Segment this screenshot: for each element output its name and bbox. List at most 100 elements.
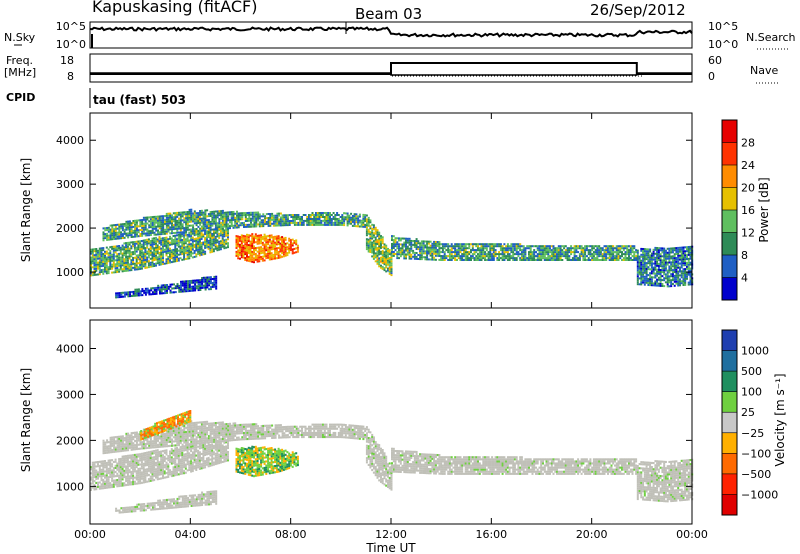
echo-cell	[195, 230, 198, 232]
echo-cell	[181, 290, 184, 293]
echo-cell	[130, 259, 133, 262]
echo-cell	[149, 450, 152, 453]
echo-cell	[146, 451, 149, 454]
echo-cell	[132, 483, 135, 486]
echo-cell	[193, 228, 196, 231]
echo-cell	[626, 245, 629, 248]
echo-cell	[119, 462, 122, 465]
echo-cell	[426, 250, 429, 253]
echo-cell	[484, 247, 487, 250]
echo-cell	[213, 212, 216, 215]
echo-cell	[647, 284, 650, 286]
echo-cell	[260, 252, 263, 255]
echo-cell	[192, 224, 195, 227]
echo-cell	[132, 454, 135, 457]
echo-cell	[153, 472, 156, 475]
echo-cell	[645, 256, 648, 259]
echo-cell	[185, 286, 188, 289]
echo-cell	[673, 263, 676, 265]
echo-cell	[169, 216, 172, 219]
echo-cell	[383, 253, 386, 256]
echo-cell	[97, 485, 99, 488]
echo-cell	[105, 260, 108, 263]
echo-cell	[232, 214, 235, 217]
echo-cell	[125, 465, 128, 468]
echo-cell	[132, 470, 135, 473]
echo-cell	[385, 252, 388, 255]
echo-cell	[663, 247, 666, 250]
echo-cell	[589, 253, 592, 256]
echo-cell	[308, 223, 310, 226]
echo-cell	[360, 225, 363, 228]
echo-cell	[111, 245, 114, 248]
echo-cell	[454, 253, 457, 256]
echo-cell	[582, 259, 585, 261]
echo-cell	[538, 245, 541, 248]
echo-cell	[422, 246, 425, 249]
echo-cell	[142, 464, 145, 467]
echo-cell	[181, 245, 184, 247]
echo-cell	[142, 479, 145, 482]
echo-cell	[162, 247, 164, 250]
echo-cell	[176, 240, 178, 243]
echo-cell	[615, 245, 618, 248]
echo-cell	[197, 250, 200, 253]
echo-cell	[213, 222, 216, 225]
echo-cell	[279, 212, 282, 215]
echo-cell	[201, 280, 204, 283]
echo-cell	[105, 246, 108, 249]
echo-cell	[431, 256, 434, 259]
echo-cell	[112, 247, 115, 250]
echo-cell	[253, 219, 256, 222]
echo-cell	[686, 265, 688, 268]
echo-cell	[132, 476, 135, 479]
echo-cell	[147, 256, 150, 259]
echo-cell	[91, 472, 94, 475]
echo-cell	[654, 282, 657, 285]
echo-cell	[195, 249, 198, 252]
echo-cell	[573, 253, 576, 256]
echo-cell	[652, 256, 655, 259]
echo-cell	[149, 216, 152, 219]
echo-cell	[139, 478, 142, 481]
echo-cell	[146, 218, 149, 221]
echo-cell	[258, 215, 261, 218]
echo-cell	[254, 255, 257, 257]
echo-cell	[211, 250, 214, 253]
echo-cell	[169, 253, 171, 256]
echo-cell	[198, 252, 201, 255]
echo-cell	[517, 243, 520, 246]
echo-cell	[456, 253, 458, 256]
echo-cell	[197, 231, 200, 234]
echo-cell	[677, 266, 680, 269]
echo-cell	[139, 469, 142, 472]
echo-cell	[209, 233, 212, 236]
echo-cell	[206, 286, 209, 289]
echo-cell	[478, 259, 481, 261]
echo-cell	[137, 268, 140, 271]
echo-cell	[426, 246, 429, 249]
echo-cell	[628, 255, 630, 258]
echo-cell	[378, 233, 381, 236]
echo-cell	[132, 458, 135, 461]
echo-cell	[211, 285, 214, 288]
echo-cell	[95, 257, 98, 260]
echo-cell	[322, 214, 324, 216]
echo-cell	[573, 251, 576, 254]
echo-cell	[186, 249, 189, 252]
echo-cell	[128, 267, 131, 270]
echo-cell	[119, 480, 122, 483]
echo-cell	[355, 217, 358, 220]
echo-cell	[297, 216, 300, 218]
echo-cell	[501, 257, 504, 260]
echo-cell	[689, 257, 692, 260]
echo-cell	[206, 221, 209, 224]
echo-cell	[105, 478, 108, 481]
echo-cell	[668, 253, 671, 256]
echo-cell	[478, 255, 481, 258]
echo-cell	[163, 240, 166, 243]
echo-cell	[358, 225, 361, 228]
echo-cell	[367, 238, 370, 241]
echo-cell	[663, 257, 666, 260]
